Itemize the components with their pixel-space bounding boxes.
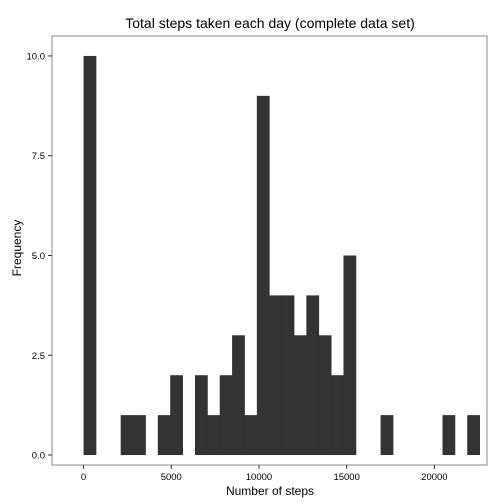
histogram-bar — [157, 415, 171, 456]
y-tick-label: 5.0 — [32, 251, 45, 262]
histogram-bar — [207, 415, 221, 456]
histogram-bar — [281, 295, 295, 456]
histogram-bar — [83, 55, 97, 456]
x-tick-label: 20000 — [421, 472, 447, 483]
histogram-bar — [318, 335, 332, 456]
y-tick-label: 0.0 — [32, 451, 45, 462]
histogram-bar — [467, 415, 481, 456]
x-tick-label: 15000 — [333, 472, 359, 483]
histogram-bar — [380, 415, 394, 456]
x-tick-label: 10000 — [246, 472, 272, 483]
y-axis-label: Frequency — [10, 220, 24, 277]
histogram-bar — [331, 375, 344, 456]
histogram-bar — [306, 295, 320, 456]
histogram-bar — [120, 415, 134, 456]
histogram-bar — [219, 375, 233, 456]
histogram-bar — [170, 375, 183, 456]
histogram-bar — [232, 335, 245, 456]
x-tick-label: 0 — [81, 472, 86, 483]
x-tick-label: 5000 — [161, 472, 182, 483]
y-tick-label: 2.5 — [32, 351, 45, 362]
histogram-bar — [194, 375, 208, 456]
histogram-bar — [256, 95, 270, 456]
histogram-bar — [133, 415, 146, 456]
histogram-bar — [442, 415, 456, 456]
chart-title: Total steps taken each day (complete dat… — [125, 15, 415, 31]
x-axis-label: Number of steps — [226, 484, 314, 498]
plot-area: 0 5000 10000 15000 20000 0.0 2.5 5.0 7.5 10.0 — [27, 35, 488, 483]
histogram-bar — [269, 295, 282, 456]
histogram-bar — [293, 335, 307, 456]
y-tick-label: 7.5 — [32, 151, 45, 162]
histogram-bar — [343, 255, 357, 456]
histogram-bar — [244, 415, 258, 456]
y-tick-label: 10.0 — [27, 51, 46, 62]
